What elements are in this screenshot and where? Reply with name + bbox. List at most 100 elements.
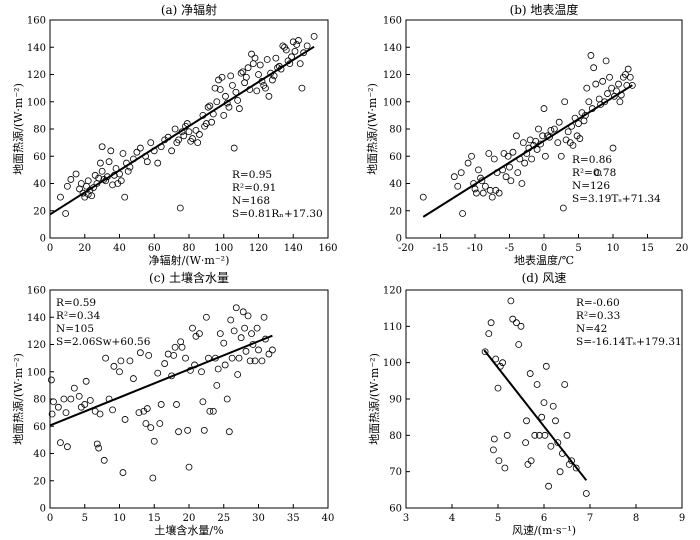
x-tick-label: 120 xyxy=(249,243,268,254)
data-point xyxy=(192,126,200,134)
data-point xyxy=(559,204,567,212)
data-point xyxy=(585,98,593,106)
data-point xyxy=(526,370,534,377)
y-tick-label: 0 xyxy=(396,234,402,245)
panel-c: (c) 土壤含水量 0 5 10 15 20 25 30 35 40 0 20 40 60 80 100 12… xyxy=(11,270,334,537)
data-point xyxy=(225,103,233,111)
data-point xyxy=(545,482,552,490)
data-point xyxy=(550,125,558,133)
data-point xyxy=(258,357,266,365)
panel-b: (b) 地表温度 -20 -15 -10 -5 0 5 10 15 20 0 20 40 60 80 100… xyxy=(365,2,688,267)
x-tick-label: 15 xyxy=(148,513,161,524)
data-point xyxy=(98,143,106,151)
data-point xyxy=(513,132,520,140)
data-point xyxy=(628,82,636,89)
data-point xyxy=(253,324,261,332)
data-point xyxy=(82,377,90,385)
y-tick-label: 60 xyxy=(389,152,402,163)
data-point xyxy=(86,396,94,404)
y-tick-label: 0 xyxy=(40,504,46,515)
data-point xyxy=(268,76,276,84)
data-point xyxy=(595,95,603,103)
data-point xyxy=(154,159,162,167)
data-point xyxy=(255,71,262,78)
data-point xyxy=(556,468,564,476)
data-point xyxy=(492,355,500,363)
data-point xyxy=(95,174,103,182)
data-point xyxy=(98,167,106,175)
panel-title: (b) 地表温度 xyxy=(510,2,579,17)
data-point xyxy=(535,125,542,133)
data-point xyxy=(63,182,71,190)
data-point xyxy=(173,401,180,408)
data-point xyxy=(454,182,462,190)
data-point xyxy=(170,351,178,359)
data-point xyxy=(251,357,259,365)
y-tick-label: 140 xyxy=(27,313,46,324)
x-tick-label: 40 xyxy=(113,243,126,254)
data-point xyxy=(557,152,565,160)
x-tick-label: 5 xyxy=(495,513,501,524)
data-point xyxy=(185,128,193,136)
x-tick-label: 40 xyxy=(322,513,335,524)
data-point xyxy=(220,111,228,119)
axis-ticks: 3 4 5 6 7 8 9 60 70 80 90 100 110 120 xyxy=(383,286,685,525)
data-point xyxy=(521,159,529,167)
data-point xyxy=(590,64,598,72)
data-point xyxy=(300,49,308,57)
data-point xyxy=(50,398,57,406)
y-tick-label: 20 xyxy=(389,206,402,217)
data-point xyxy=(62,409,70,417)
y-tick-label: 100 xyxy=(383,358,402,369)
data-point xyxy=(124,167,132,175)
data-point xyxy=(209,407,217,415)
data-point xyxy=(616,98,624,106)
data-point xyxy=(489,446,497,454)
data-point xyxy=(67,395,75,403)
plot-frame xyxy=(405,19,683,239)
data-point xyxy=(507,177,515,185)
data-point xyxy=(241,324,249,332)
data-point xyxy=(75,392,83,400)
y-tick-label: 160 xyxy=(27,286,46,297)
data-point xyxy=(235,354,243,362)
data-point xyxy=(218,73,226,81)
data-point xyxy=(506,163,513,171)
x-tick-label: 5 xyxy=(575,243,581,254)
x-tick-label: 30 xyxy=(252,513,265,524)
y-tick-label: 160 xyxy=(383,16,402,27)
data-point xyxy=(509,315,517,323)
data-point xyxy=(527,457,535,465)
data-point xyxy=(576,135,584,142)
data-point xyxy=(222,92,229,100)
data-point xyxy=(565,460,573,468)
data-point xyxy=(177,338,185,346)
data-point xyxy=(204,103,212,111)
data-point xyxy=(549,402,557,410)
x-tick-label: 5 xyxy=(82,513,88,524)
data-point xyxy=(459,210,466,217)
scatter-points xyxy=(57,32,318,217)
data-point xyxy=(196,330,203,338)
data-point xyxy=(310,32,318,40)
y-tick-label: 100 xyxy=(383,97,402,108)
data-point xyxy=(119,469,127,476)
data-point xyxy=(575,120,582,127)
y-tick-label: 160 xyxy=(27,16,46,27)
data-point xyxy=(213,98,221,106)
data-point xyxy=(107,147,115,155)
data-point xyxy=(514,169,522,177)
x-tick-label: 9 xyxy=(679,513,685,524)
data-point xyxy=(592,80,600,88)
stat-n: N=42 xyxy=(576,323,607,335)
data-point xyxy=(47,376,55,384)
data-point xyxy=(540,399,548,407)
data-point xyxy=(143,405,151,412)
data-point xyxy=(213,381,221,389)
data-point xyxy=(189,135,196,142)
data-point xyxy=(563,431,571,439)
data-point xyxy=(175,136,182,144)
data-point xyxy=(230,144,238,152)
y-axis-label: 地面热源/(W·m⁻²) xyxy=(11,353,25,445)
data-point xyxy=(609,144,617,152)
